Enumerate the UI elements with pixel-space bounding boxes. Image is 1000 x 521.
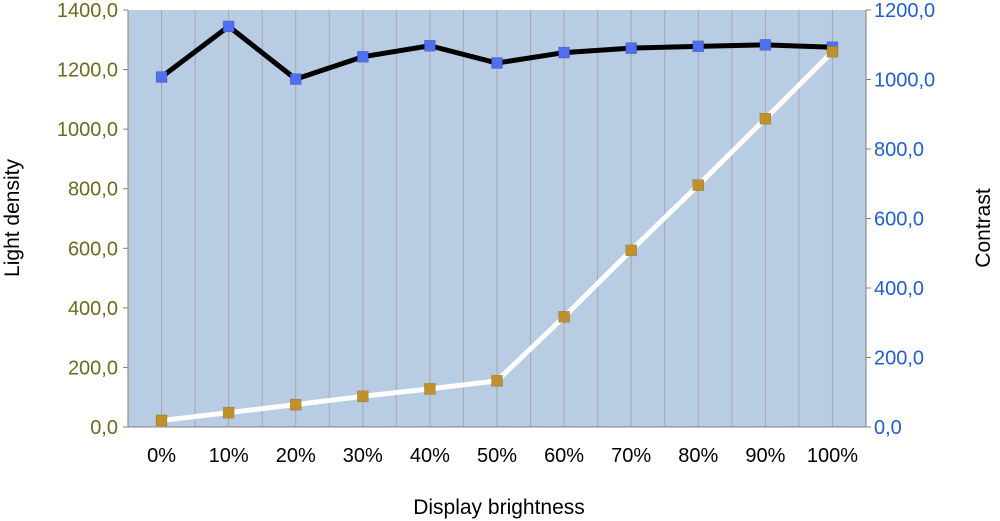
y2-tick-label: 200,0	[874, 348, 924, 370]
y2-axis-title: Contrast	[972, 188, 995, 268]
y-tick-label: 1200,0	[57, 60, 118, 82]
x-tick-label: 10%	[209, 445, 249, 467]
series-1-point	[155, 71, 168, 83]
y-tick-label: 1000,0	[57, 119, 118, 141]
series-2-point	[491, 375, 503, 387]
y2-tick-label: 0,0	[874, 417, 902, 439]
series-2-point	[826, 45, 839, 58]
series-2-point	[222, 406, 235, 419]
y-axis-title: Light density	[1, 159, 24, 277]
y-tick-label: 0,0	[90, 417, 118, 439]
series-1-point	[357, 51, 369, 63]
x-tick-label: 20%	[276, 445, 316, 467]
x-tick-label: 0%	[147, 445, 176, 467]
y-tick-label: 1400,0	[57, 0, 118, 22]
x-tick-label: 60%	[544, 445, 584, 467]
x-tick-label: 40%	[410, 445, 450, 467]
series-2-point	[759, 112, 772, 125]
series-1-point	[222, 20, 235, 33]
series-1-point	[558, 46, 570, 59]
x-tick-label: 50%	[477, 445, 517, 467]
series-2-point	[424, 383, 436, 395]
y-tick-label: 400,0	[68, 298, 118, 320]
y-tick-label: 200,0	[68, 357, 118, 379]
x-tick-label: 100%	[807, 445, 858, 467]
x-tick-label: 30%	[343, 445, 383, 467]
x-tick-label: 70%	[611, 445, 651, 467]
series-2-point	[625, 244, 637, 257]
series-1-point	[491, 57, 503, 69]
x-axis-ticks: 0% 10% 20% 30% 40% 50% 60% 70% 80% 90% 100%	[147, 445, 858, 467]
right-axis-ticks: 0,0 200,0 400,0 600,0 800,0 1000,0 1200,0	[866, 0, 935, 439]
x-tick-label: 80%	[678, 445, 718, 467]
left-axis-ticks: 0,0 200,0 400,0 600,0 800,0 1000,0 1200,0 1400,…	[57, 0, 128, 439]
series-1-point	[289, 73, 302, 85]
x-axis-title: Display brightness	[413, 496, 585, 519]
series-markers	[155, 20, 839, 427]
series-2-point	[155, 414, 168, 427]
series-1-point	[424, 39, 436, 52]
y2-tick-label: 1200,0	[874, 0, 935, 22]
y2-tick-label: 400,0	[874, 278, 924, 300]
x-tick-label: 90%	[745, 445, 785, 467]
y-tick-label: 600,0	[68, 238, 118, 260]
series-2-point	[289, 398, 302, 411]
series-1-point	[759, 39, 772, 51]
series-2-point	[692, 179, 705, 191]
y2-tick-label: 800,0	[874, 139, 924, 161]
y2-tick-label: 1000,0	[874, 70, 935, 92]
y2-tick-label: 600,0	[874, 209, 924, 231]
series-2-point	[558, 311, 570, 323]
series-1-point	[625, 42, 637, 54]
y-tick-label: 800,0	[68, 179, 118, 201]
grid-lines	[127, 10, 867, 428]
series-2-point	[357, 390, 369, 403]
series-1-point	[692, 40, 705, 53]
